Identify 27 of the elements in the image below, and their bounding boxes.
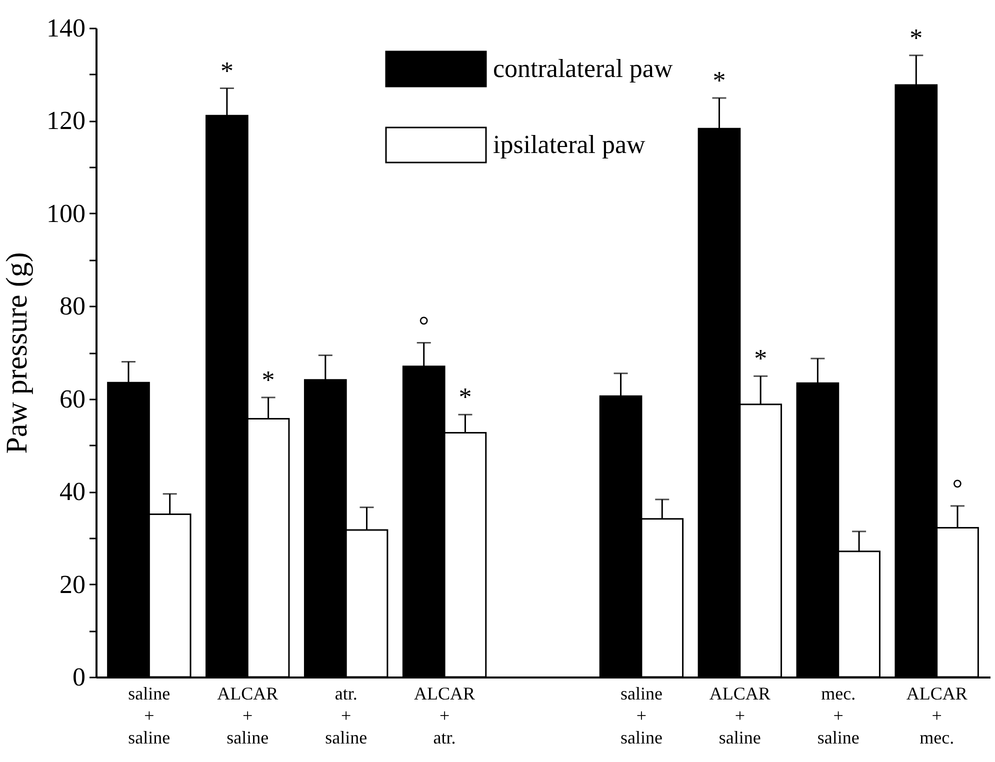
x-tick-label: ALCAR + saline	[709, 684, 770, 748]
legend-label: ipsilateral paw	[493, 130, 646, 159]
legend-label: contralateral paw	[493, 54, 673, 83]
data-label: *	[458, 382, 472, 412]
y-tick-label: 20	[60, 570, 86, 599]
data-label: *	[220, 56, 234, 86]
data-label: °	[418, 310, 430, 340]
x-tick-label: ALCAR + atr.	[414, 684, 476, 748]
data-label: *	[262, 365, 275, 394]
y-tick-label: 0	[72, 662, 86, 692]
data-label: *	[754, 344, 768, 374]
x-tick-label: saline + saline	[128, 684, 170, 748]
y-tick-label: 40	[60, 477, 86, 506]
y-tick-label: 120	[46, 106, 86, 136]
data-label: *	[910, 23, 923, 52]
x-tick-label: saline + saline	[620, 684, 662, 748]
x-tick-label: atr. + saline	[325, 684, 368, 748]
data-label: *	[712, 66, 726, 95]
data-label: °	[952, 474, 963, 503]
y-axis-title: Paw pressure (g)	[0, 252, 34, 454]
x-tick-label: ALCAR + saline	[217, 684, 278, 748]
x-tick-label: ALCAR + mec.	[906, 684, 968, 748]
y-tick-label: 60	[60, 384, 86, 414]
y-tick-label: 80	[60, 292, 86, 321]
y-tick-label: 100	[46, 198, 86, 228]
x-tick-label: mec. + saline	[817, 684, 860, 748]
y-tick-label: 140	[46, 14, 86, 42]
